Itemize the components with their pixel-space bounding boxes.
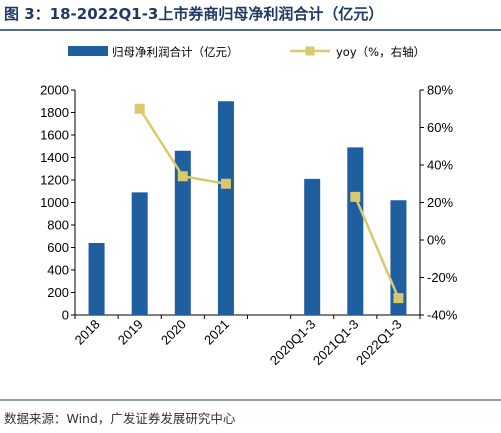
y-left-tick-label: 200	[47, 285, 69, 300]
y-left-tick-label: 1400	[40, 150, 69, 165]
y-left-tick-label: 600	[47, 240, 69, 255]
chart-title: 图 3：18-2022Q1-3上市券商归母净利润合计（亿元）	[4, 5, 383, 23]
y-left-tick-label: 1600	[40, 128, 69, 143]
x-tick-label: 2019	[115, 317, 146, 348]
bar	[347, 147, 364, 315]
bar	[88, 243, 105, 315]
y-left-tick-label: 800	[47, 218, 69, 233]
plot-area: 0 200 400 600 800 1000 1200 1400 1600 1800 2000 -40…	[40, 83, 458, 369]
legend: 归母净利润合计（亿元） yoy（%，右轴）	[68, 45, 425, 59]
y-left-tick-label: 1800	[40, 105, 69, 120]
yoy-marker	[350, 191, 361, 202]
x-tick-label: 2020Q1-3	[267, 317, 318, 368]
x-tick-label: 2021	[201, 317, 232, 348]
y-left-tick-label: 1000	[40, 195, 69, 210]
yoy-marker	[220, 178, 231, 189]
legend-line-marker	[305, 46, 315, 56]
legend-bar-label: 归母净利润合计（亿元）	[112, 45, 239, 59]
y-right-tick-label: 0%	[427, 233, 446, 248]
legend-bar-swatch	[68, 46, 108, 56]
y-left-tick-label: 400	[47, 263, 69, 278]
yoy-marker	[177, 171, 188, 182]
y-right-tick-label: 20%	[427, 195, 453, 210]
y-right-tick-label: -40%	[427, 308, 458, 323]
x-tick-label: 2021Q1-3	[310, 317, 361, 368]
x-tick-label: 2018	[72, 317, 103, 348]
bar	[217, 101, 234, 315]
y-right-tick-label: 40%	[427, 158, 453, 173]
y-right-tick-label: 60%	[427, 120, 453, 135]
legend-line-label: yoy（%，右轴）	[336, 45, 425, 59]
y-left-tick-label: 2000	[40, 83, 69, 98]
bar	[174, 150, 191, 315]
y-right-tick-label: -20%	[427, 270, 458, 285]
yoy-marker	[134, 103, 145, 114]
bar	[304, 178, 321, 315]
x-tick-label: 2022Q1-3	[353, 317, 404, 368]
y-left-tick-label: 1200	[40, 173, 69, 188]
bar	[131, 192, 148, 315]
y-left-tick-label: 0	[62, 308, 69, 323]
yoy-line	[354, 196, 400, 299]
y-right-tick-label: 80%	[427, 83, 453, 98]
yoy-marker	[393, 293, 404, 304]
x-tick-label: 2020	[158, 317, 189, 348]
source-note: 数据来源：Wind，广发证券发展研究中心	[4, 411, 236, 426]
